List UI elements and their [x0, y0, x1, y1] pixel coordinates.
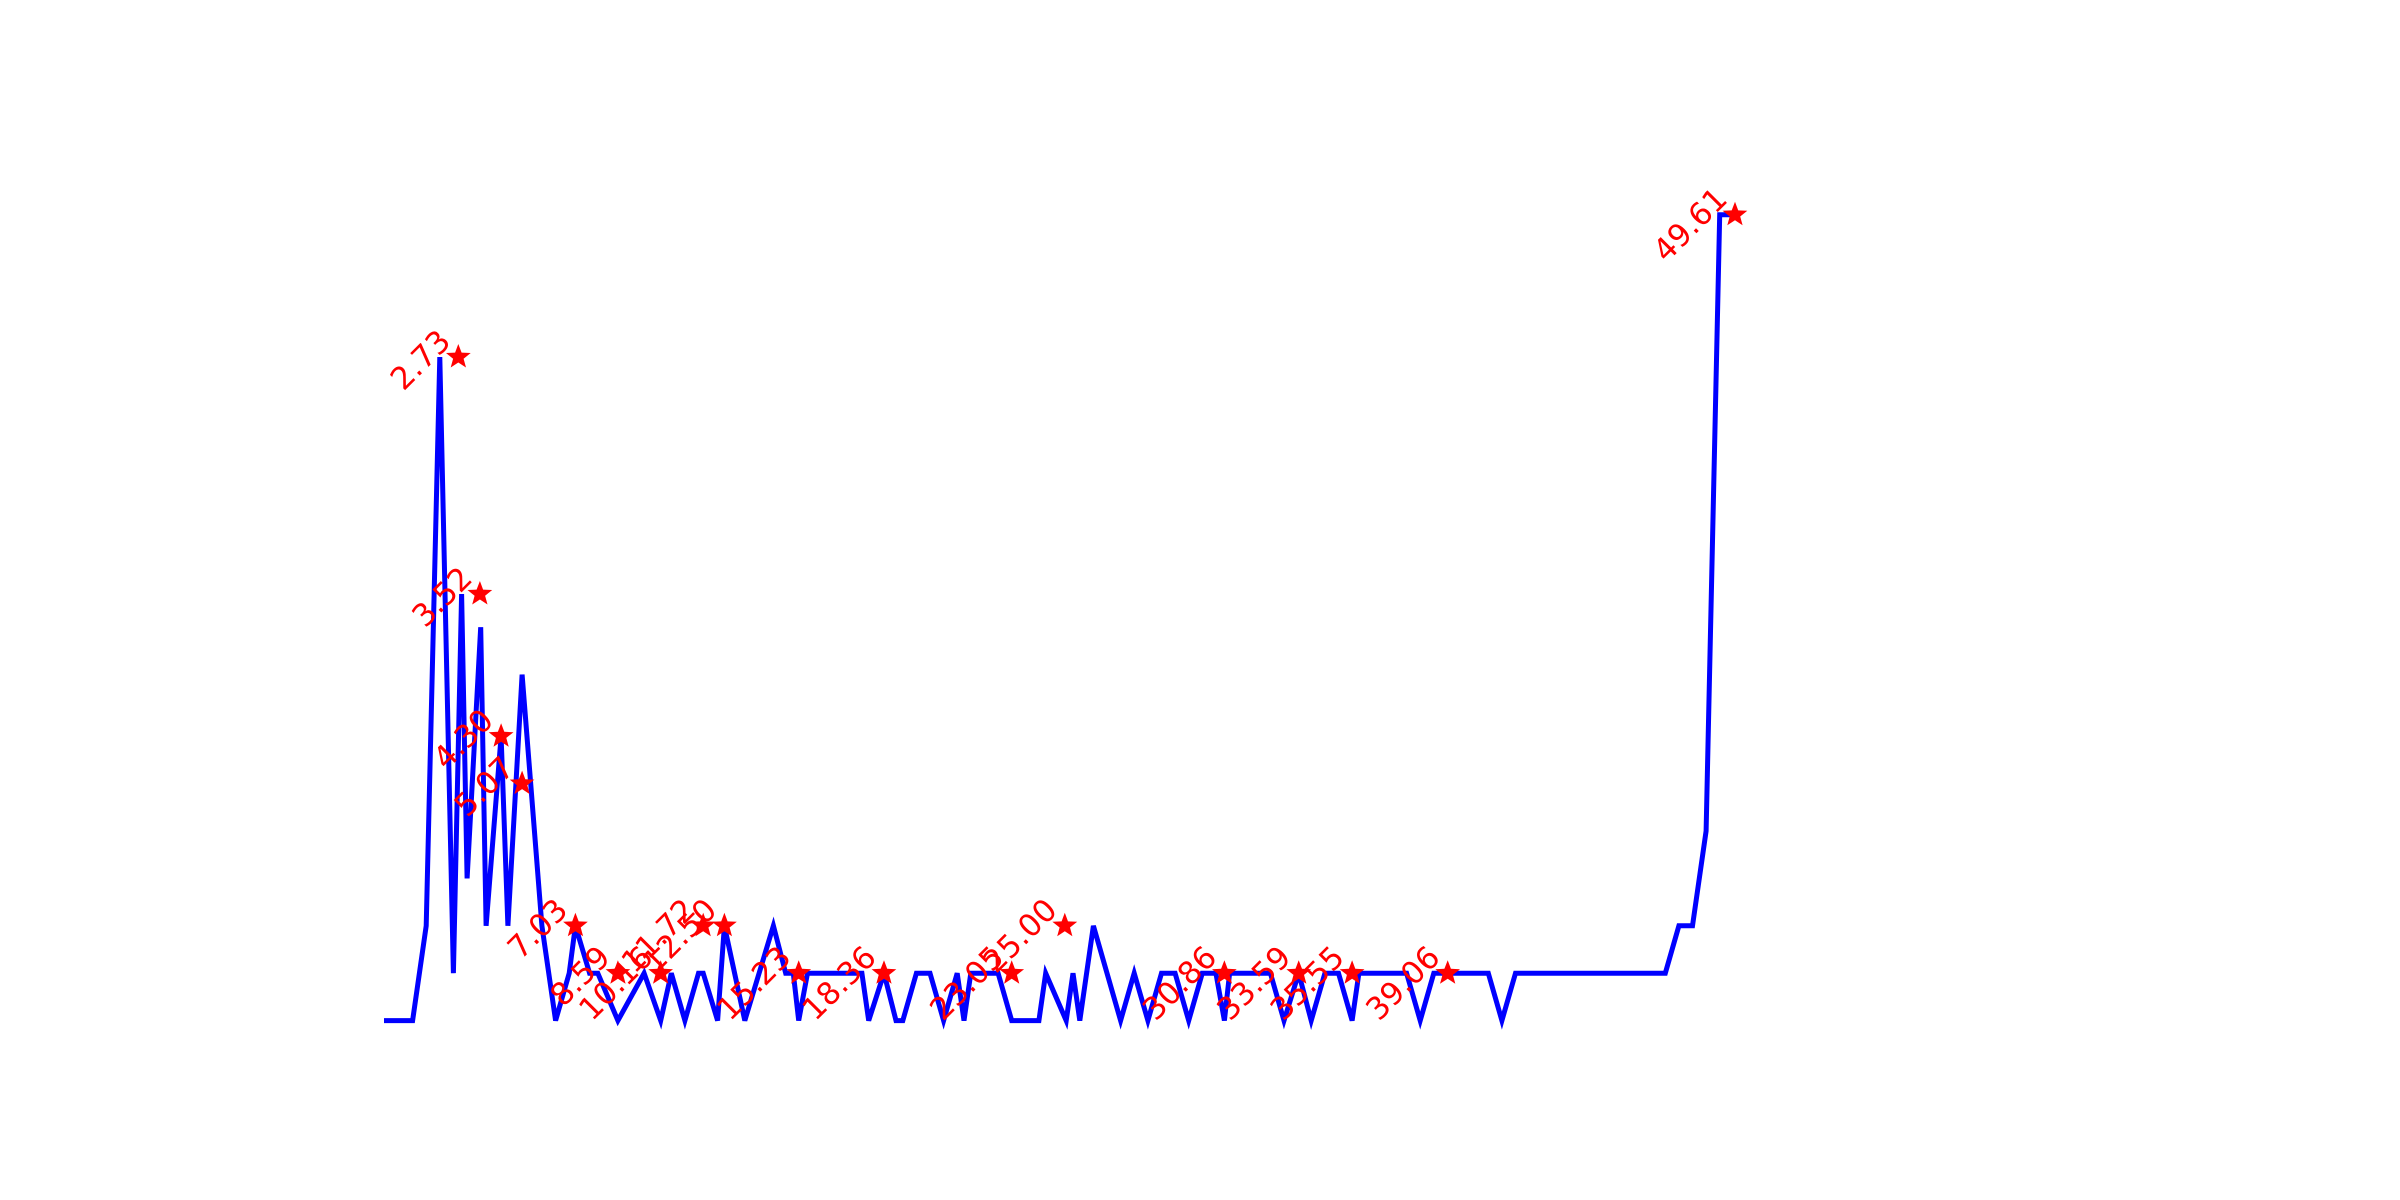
peak-marker — [446, 344, 471, 368]
peak-marker — [786, 960, 812, 984]
peak-labels: 2.733.524.305.077.038.5910.1611.7212.501… — [384, 181, 1735, 1028]
signal-line — [384, 212, 1735, 1030]
peak-label: 7.03 — [501, 892, 575, 966]
peak-marker — [1339, 960, 1365, 984]
peak-marker — [467, 581, 493, 605]
peak-marker — [1286, 960, 1312, 984]
peak-marker — [563, 912, 588, 937]
peak-marker — [690, 912, 716, 937]
peak-marker — [999, 960, 1025, 984]
peak-marker — [1722, 201, 1748, 226]
peak-markers — [446, 201, 1748, 984]
peak-marker — [1052, 912, 1078, 937]
peak-marker — [648, 960, 673, 984]
peak-label: 39.06 — [1359, 939, 1447, 1027]
peak-label: 2.73 — [384, 323, 458, 397]
peak-marker — [488, 723, 514, 747]
peak-marker — [509, 770, 535, 795]
peak-label: 3.52 — [405, 560, 479, 634]
peak-marker — [871, 960, 897, 984]
peak-label: 30.86 — [1136, 939, 1224, 1027]
peak-marker — [1435, 960, 1460, 984]
peak-marker — [605, 960, 631, 984]
peak-label: 25.00 — [976, 892, 1064, 980]
peak-marker — [712, 912, 737, 937]
peak-marker — [1212, 960, 1237, 984]
